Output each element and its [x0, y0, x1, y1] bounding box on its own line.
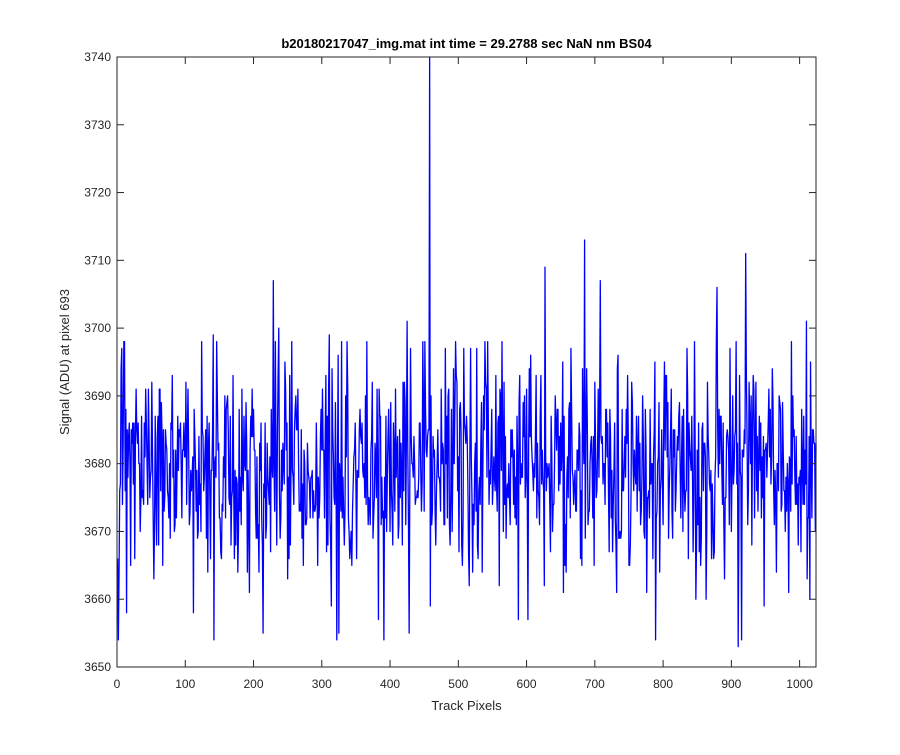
y-ticks: 3650 3660 3670 3680 3690 3700 3710 3720 3730 3740 [84, 50, 816, 674]
y-axis-label: Signal (ADU) at pixel 693 [57, 289, 72, 435]
x-tick-label: 100 [175, 677, 195, 691]
data-layer [117, 56, 817, 648]
x-tick-label: 500 [448, 677, 468, 691]
x-tick-label: 300 [312, 677, 332, 691]
axes-box [116, 56, 817, 668]
y-tick-label: 3660 [84, 592, 111, 606]
y-tick-label: 3680 [84, 457, 111, 471]
y-tick-label: 3730 [84, 118, 111, 132]
x-tick-label: 600 [517, 677, 537, 691]
x-tick-label: 900 [721, 677, 741, 691]
chart-title: b20180217047_img.mat int time = 29.2788 … [281, 36, 652, 51]
y-tick-label: 3700 [84, 321, 111, 335]
x-tick-label: 0 [114, 677, 121, 691]
y-tick-label: 3710 [84, 253, 111, 267]
x-tick-label: 800 [653, 677, 673, 691]
y-tick-label: 3670 [84, 524, 111, 538]
x-axis-label: Track Pixels [431, 698, 502, 713]
x-tick-label: 400 [380, 677, 400, 691]
signal-series-line [117, 56, 817, 648]
y-tick-label: 3650 [84, 660, 111, 674]
y-tick-label: 3690 [84, 389, 111, 403]
x-tick-label: 200 [244, 677, 264, 691]
y-tick-label: 3740 [84, 50, 111, 64]
y-tick-label: 3720 [84, 186, 111, 200]
x-tick-label: 1000 [786, 677, 813, 691]
x-ticks: 0 100 200 300 400 500 600 700 800 900 1000 [114, 57, 813, 691]
plot-area-background [117, 57, 816, 667]
x-tick-label: 700 [585, 677, 605, 691]
